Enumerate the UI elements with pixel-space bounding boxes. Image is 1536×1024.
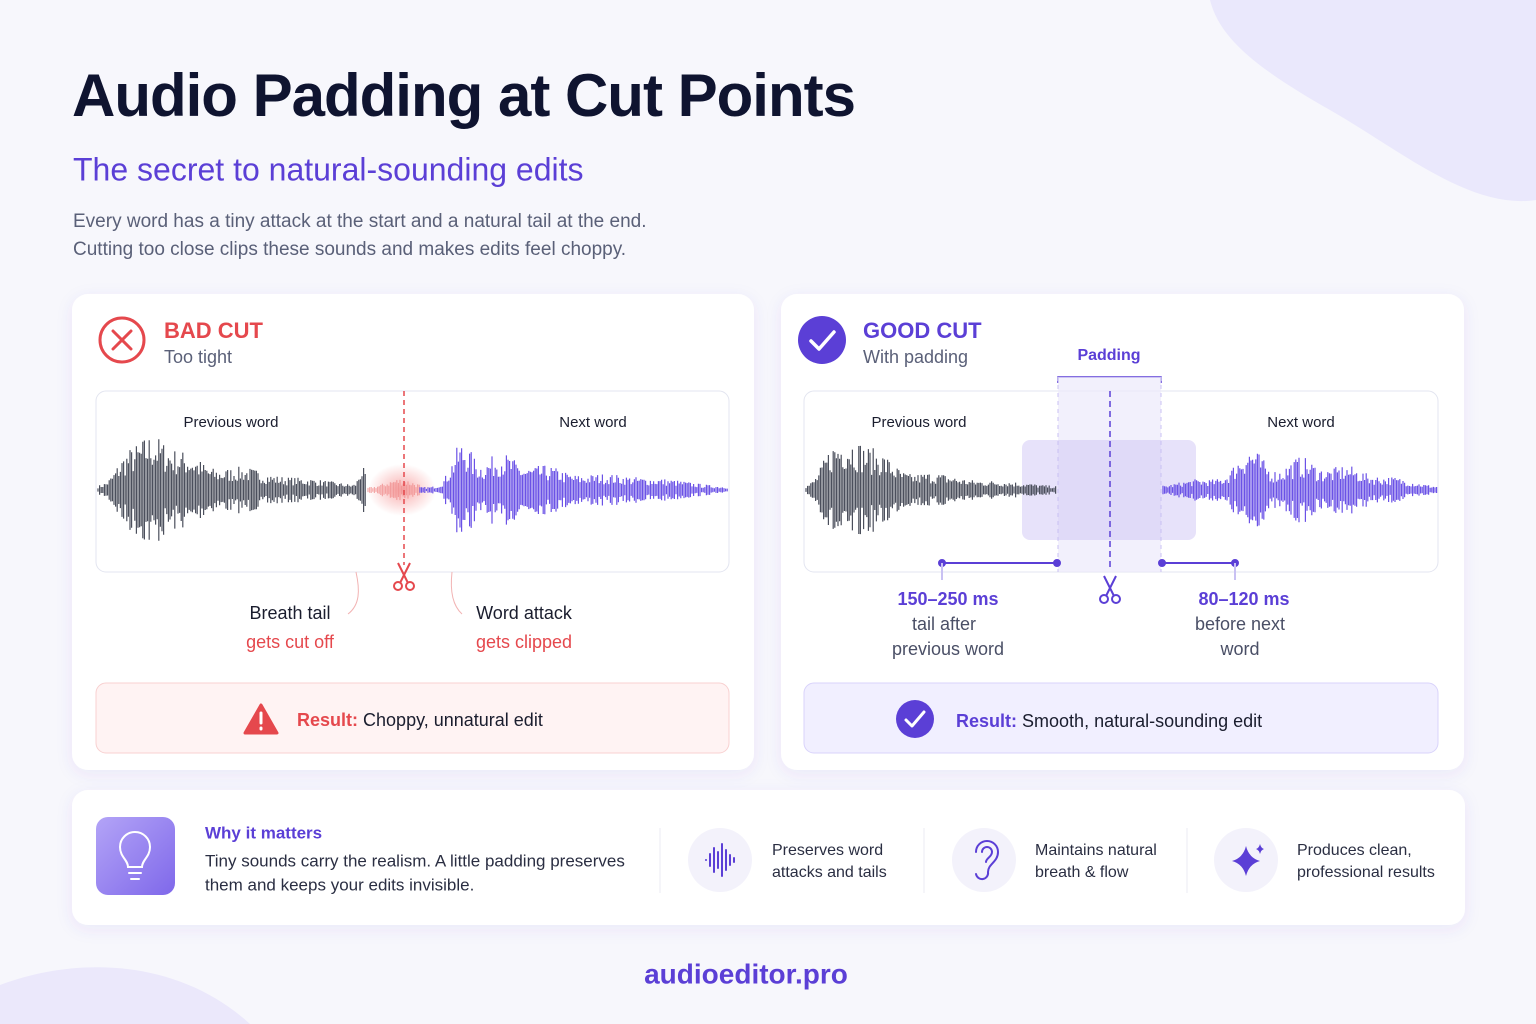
benefit-text: breath & flow [1035,864,1129,881]
result-text: Smooth, natural-sounding edit [1022,711,1262,731]
padding-highlight [1022,440,1196,540]
benefit-text: Preserves word [772,842,883,859]
waveform [805,445,1057,535]
why-text: Tiny sounds carry the realism. A little … [205,851,625,870]
result: Result: Smooth, natural-sounding edit [956,711,1262,731]
check-icon [798,316,846,364]
scissors [1099,575,1121,604]
measure-value: 80–120 ms [1198,589,1289,609]
card-title: BAD CUT [164,318,264,343]
waveform [1162,453,1438,527]
waveforms [97,439,728,541]
scissors [393,562,415,591]
callout [450,571,463,615]
benefit-icon [688,828,752,892]
benefit-icon [975,840,1000,881]
title: Audio Padding at Cut Points [72,62,855,129]
blob [0,967,250,1024]
x-icon [98,316,146,364]
why-panel [72,790,1465,925]
check-icon [904,710,926,728]
benefit-icon [952,828,1016,892]
waveform [97,439,366,541]
result-text: Choppy, unnatural edit [363,710,543,730]
waveform [419,447,728,533]
measure [938,559,1239,580]
callout [347,571,359,615]
note-label: Word attack [476,603,573,623]
description: Every word has a tiny attack at the star… [73,211,647,232]
why-title: Why it matters [205,823,322,842]
subtitle: The secret to natural-sounding edits [73,151,584,187]
check-icon [896,700,934,738]
card-subtitle: With padding [863,347,968,367]
benefit-text: professional results [1297,864,1435,881]
measure-detail: before next [1195,614,1285,634]
note-detail: gets cut off [246,632,335,652]
waveform [367,479,420,501]
footer: audioeditor.pro [644,958,848,989]
why-text: them and keeps your edits invisible. [205,875,474,894]
note-label: Breath tail [249,603,330,623]
blob [1210,0,1536,202]
note-detail: gets clipped [476,632,572,652]
result-box [803,682,1439,754]
result-label: Result: [956,711,1017,731]
wave-label: Previous word [183,414,278,431]
bulb-icon [118,831,152,880]
wave-label: Next word [1267,414,1335,431]
result-label: Result: [297,710,358,730]
x-icon [111,329,133,351]
wave-label: Previous word [871,414,966,431]
card-title: GOOD CUT [863,318,982,343]
measure-detail: previous word [892,639,1004,659]
description: Cutting too close clips these sounds and… [73,239,626,260]
wave-label: Next word [559,414,627,431]
benefit-text: attacks and tails [772,864,887,881]
measure-detail: word [1219,639,1259,659]
benefit-icon [1232,844,1264,876]
dividers [659,828,1188,893]
benefit-text: Produces clean, [1297,842,1412,859]
benefit-text: Maintains natural [1035,842,1157,859]
benefit-icon [705,843,735,877]
result: Result: Choppy, unnatural edit [297,710,543,730]
measure-value: 150–250 ms [897,589,998,609]
waveforms [805,445,1438,535]
result-box [95,682,730,754]
card-subtitle: Too tight [164,347,232,367]
bulb-icon [96,817,175,895]
measure-detail: tail after [912,614,976,634]
padding-label: Padding [1077,347,1140,364]
check-icon [809,330,836,351]
